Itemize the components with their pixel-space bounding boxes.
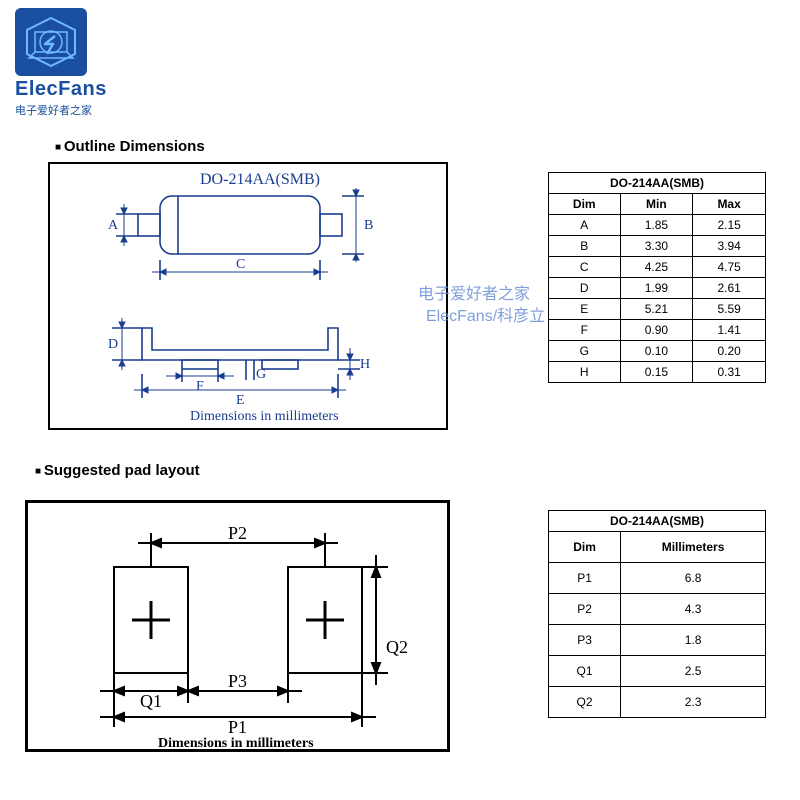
table-row: Dim Min Max [549,194,766,215]
pad-layout-heading: Suggested pad layout [35,462,200,479]
dim-label-d: D [108,337,118,352]
table-row: E5.215.59 [549,299,766,320]
dim-label-p1: P1 [228,717,247,737]
package-title: DO-214AA(SMB) [200,171,320,188]
logo-brand-text: ElecFans [15,78,107,101]
outline-caption: Dimensions in millimeters [190,409,339,424]
outline-dimensions-table: DO-214AA(SMB) Dim Min Max A1.852.15 B3.3… [548,172,766,383]
table-row: Q22.3 [549,687,766,718]
outline-dimensions-diagram: DO-214AA(SMB) A B C D E F G H Dimensions… [48,162,448,430]
table-row: A1.852.15 [549,215,766,236]
logo-icon [15,8,87,76]
table-row: Q12.5 [549,656,766,687]
dim-label-c: C [236,257,245,272]
table-row: H0.150.31 [549,362,766,383]
logo-subtitle: 电子爱好者之家 [15,102,107,118]
pad-layout-table: DO-214AA(SMB) Dim Millimeters P16.8 P24.… [548,510,766,718]
table-row: F0.901.41 [549,320,766,341]
table-row: B3.303.94 [549,236,766,257]
pad-layout-diagram: P2 Q2 Q1 P3 P1 Dimensions in millimeters [25,500,450,752]
dim-label-h: H [360,357,370,372]
table-row: Dim Millimeters [549,532,766,563]
table-row: P31.8 [549,625,766,656]
brand-logo: ElecFans 电子爱好者之家 [15,8,107,118]
table-row: P24.3 [549,594,766,625]
table-row: D1.992.61 [549,278,766,299]
dim-label-a: A [108,218,119,233]
dim-label-b: B [364,218,373,233]
table1-header: DO-214AA(SMB) [549,173,766,194]
outline-dimensions-heading: Outline Dimensions [55,138,205,155]
table2-header: DO-214AA(SMB) [549,511,766,532]
dim-label-q1: Q1 [140,691,162,711]
dim-label-g: G [256,367,266,382]
table-row: C4.254.75 [549,257,766,278]
dim-label-f: F [196,379,204,394]
dim-label-e: E [236,393,245,408]
dim-label-q2: Q2 [386,637,408,657]
pad-caption: Dimensions in millimeters [158,736,314,750]
table-row: P16.8 [549,563,766,594]
dim-label-p3: P3 [228,671,247,691]
dim-label-p2: P2 [228,523,247,543]
table-row: G0.100.20 [549,341,766,362]
